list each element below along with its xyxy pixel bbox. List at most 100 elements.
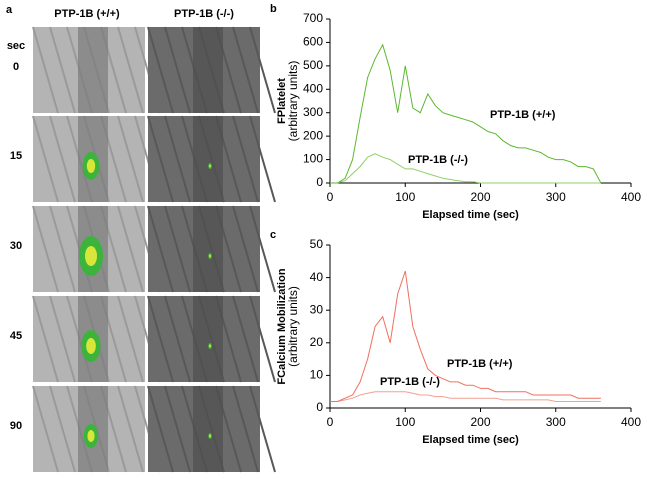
fluorescence-core [209, 434, 211, 438]
fiber [164, 205, 191, 293]
fiber [32, 295, 59, 383]
fluorescence-core [209, 344, 211, 348]
time-label: 90 [10, 420, 22, 432]
y-tick-label: 200 [303, 128, 323, 142]
fiber [232, 205, 259, 293]
fluorescence-core [85, 246, 97, 266]
fiber [249, 26, 276, 114]
time-label: 0 [13, 61, 19, 73]
micrograph [32, 115, 161, 203]
y-tick-label: 0 [316, 400, 323, 414]
fiber [49, 385, 76, 473]
fiber [147, 26, 174, 114]
vessel [193, 386, 223, 472]
fluorescence-core [86, 159, 96, 173]
x-tick-label: 400 [621, 190, 641, 204]
column-header: PTP-1B (-/-) [174, 8, 234, 20]
panel-label: a [6, 4, 13, 16]
fiber [164, 295, 191, 383]
fiber [32, 385, 59, 473]
y-axis-note: (arbitrary units) [286, 286, 300, 367]
y-axis-note: (arbitrary units) [286, 61, 300, 142]
fiber [117, 385, 144, 473]
vessel [193, 296, 223, 382]
y-tick-label: 400 [303, 81, 323, 95]
fiber [49, 205, 76, 293]
series-label: PTP-1B (-/-) [380, 376, 440, 388]
series-line [330, 391, 601, 402]
fiber [232, 385, 259, 473]
micrograph [147, 295, 276, 383]
fiber [164, 26, 191, 114]
x-axis-label: Elapsed time (sec) [422, 434, 519, 446]
x-tick-label: 0 [327, 190, 334, 204]
x-tick-label: 200 [470, 415, 490, 429]
fiber [249, 205, 276, 293]
time-header: sec [7, 40, 25, 52]
fluorescence-core [87, 430, 95, 442]
fiber [49, 115, 76, 203]
x-tick-label: 100 [395, 415, 415, 429]
y-tick-label: 40 [310, 270, 324, 284]
fiber [249, 115, 276, 203]
fiber [49, 26, 76, 114]
micrograph [32, 295, 161, 383]
fiber [249, 295, 276, 383]
y-tick-label: 30 [310, 302, 324, 316]
micrograph [32, 205, 161, 293]
fiber [147, 115, 174, 203]
fluorescence-core [86, 338, 96, 354]
fiber [117, 115, 144, 203]
vessel [193, 116, 223, 202]
time-label: 45 [10, 330, 22, 342]
fiber [32, 115, 59, 203]
series-label: PTP-1B (+/+) [447, 358, 513, 370]
time-label: 30 [10, 240, 22, 252]
fiber [147, 295, 174, 383]
fiber [232, 26, 259, 114]
y-tick-label: 500 [303, 58, 323, 72]
x-tick-label: 300 [546, 190, 566, 204]
micrograph [147, 205, 276, 293]
fiber [32, 26, 59, 114]
panel-label: c [270, 229, 276, 241]
x-tick-label: 200 [470, 190, 490, 204]
y-tick-label: 100 [303, 152, 323, 166]
fiber [32, 205, 59, 293]
fiber [117, 26, 144, 114]
fiber [49, 295, 76, 383]
y-tick-label: 300 [303, 105, 323, 119]
x-axis-label: Elapsed time (sec) [422, 209, 519, 221]
time-label: 15 [10, 150, 22, 162]
series-line [330, 43, 602, 184]
fiber [117, 295, 144, 383]
y-axis-label: FCalcium Mobilization [276, 268, 288, 384]
vessel [193, 206, 223, 292]
x-tick-label: 100 [395, 190, 415, 204]
series-label: PTP-1B (-/-) [408, 154, 468, 166]
fiber [164, 385, 191, 473]
fiber [232, 115, 259, 203]
y-tick-label: 700 [303, 11, 323, 25]
y-axis-label: FPlatelet [276, 78, 288, 124]
series-label: PTP-1B (+/+) [490, 109, 556, 121]
series-line [330, 270, 601, 402]
fiber [117, 205, 144, 293]
micrograph [32, 26, 161, 114]
series-line [330, 153, 601, 184]
fluorescence-core [209, 164, 211, 168]
y-tick-label: 600 [303, 35, 323, 49]
x-tick-label: 0 [327, 415, 334, 429]
micrograph [147, 385, 276, 473]
y-tick-label: 50 [310, 237, 324, 251]
fiber [147, 385, 174, 473]
x-tick-label: 300 [546, 415, 566, 429]
fiber [147, 205, 174, 293]
vessel [193, 27, 223, 113]
panel-label: b [270, 3, 277, 15]
x-tick-label: 400 [621, 415, 641, 429]
fiber [232, 295, 259, 383]
micrograph [147, 115, 276, 203]
micrograph [147, 26, 276, 114]
